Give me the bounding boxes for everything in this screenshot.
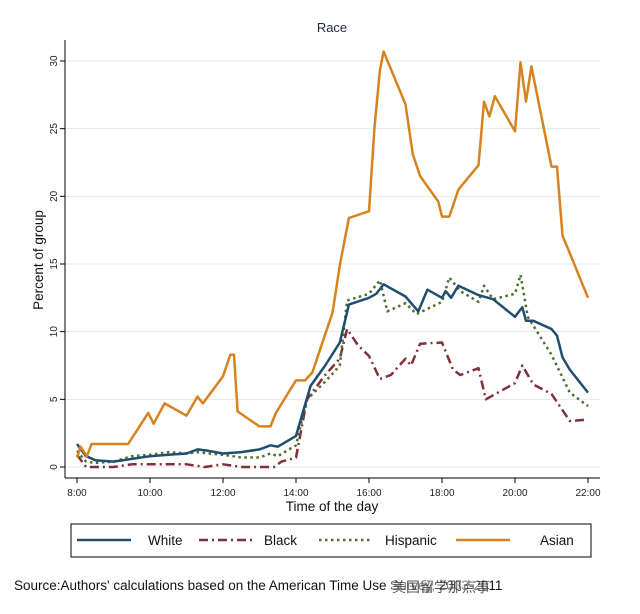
x-tick-label: 8:00 — [67, 488, 87, 499]
gridlines — [66, 60, 600, 468]
series-line-asian — [75, 50, 590, 458]
x-tick-label: 12:00 — [210, 488, 235, 499]
y-tick-label: 15 — [49, 258, 60, 270]
legend-box — [70, 523, 592, 558]
series-line-black — [75, 327, 589, 469]
series-line-white — [75, 283, 589, 463]
x-tick-label: 20:00 — [502, 488, 527, 499]
legend-label-asian: Asian — [540, 533, 574, 548]
x-tick-label: 16:00 — [356, 488, 381, 499]
x-tick-label: 18:00 — [429, 488, 454, 499]
y-tick-label: 20 — [49, 190, 60, 202]
source-note: Source:Authors' calculations based on th… — [14, 578, 503, 593]
legend-label-hispanic: Hispanic — [385, 533, 437, 548]
x-tick-label: 10:00 — [137, 488, 162, 499]
watermark: 美国留学那点事 — [392, 577, 490, 597]
legend-label-black: Black — [264, 533, 297, 548]
legend: White Black Hispanic Asian — [70, 523, 592, 558]
chart-title: Race — [317, 20, 347, 35]
x-axis-title: Time of the day — [286, 499, 379, 514]
y-tick-label: 10 — [49, 326, 60, 338]
series-line-hispanic — [76, 273, 589, 465]
x-axis-ticks: 8:00 10:00 12:00 14:00 16:00 18:00 20:00 22:00 — [67, 478, 601, 499]
y-tick-label: 0 — [49, 464, 60, 470]
series-layer — [75, 50, 590, 469]
x-tick-label: 14:00 — [283, 488, 308, 499]
legend-label-white: White — [148, 533, 183, 548]
x-tick-label: 22:00 — [575, 488, 600, 499]
y-tick-label: 5 — [49, 396, 60, 402]
y-axis-ticks: 0 5 10 15 20 25 30 — [49, 55, 65, 470]
y-tick-label: 30 — [49, 55, 60, 67]
y-axis-title: Percent of group — [31, 210, 46, 310]
y-tick-label: 25 — [49, 123, 60, 135]
